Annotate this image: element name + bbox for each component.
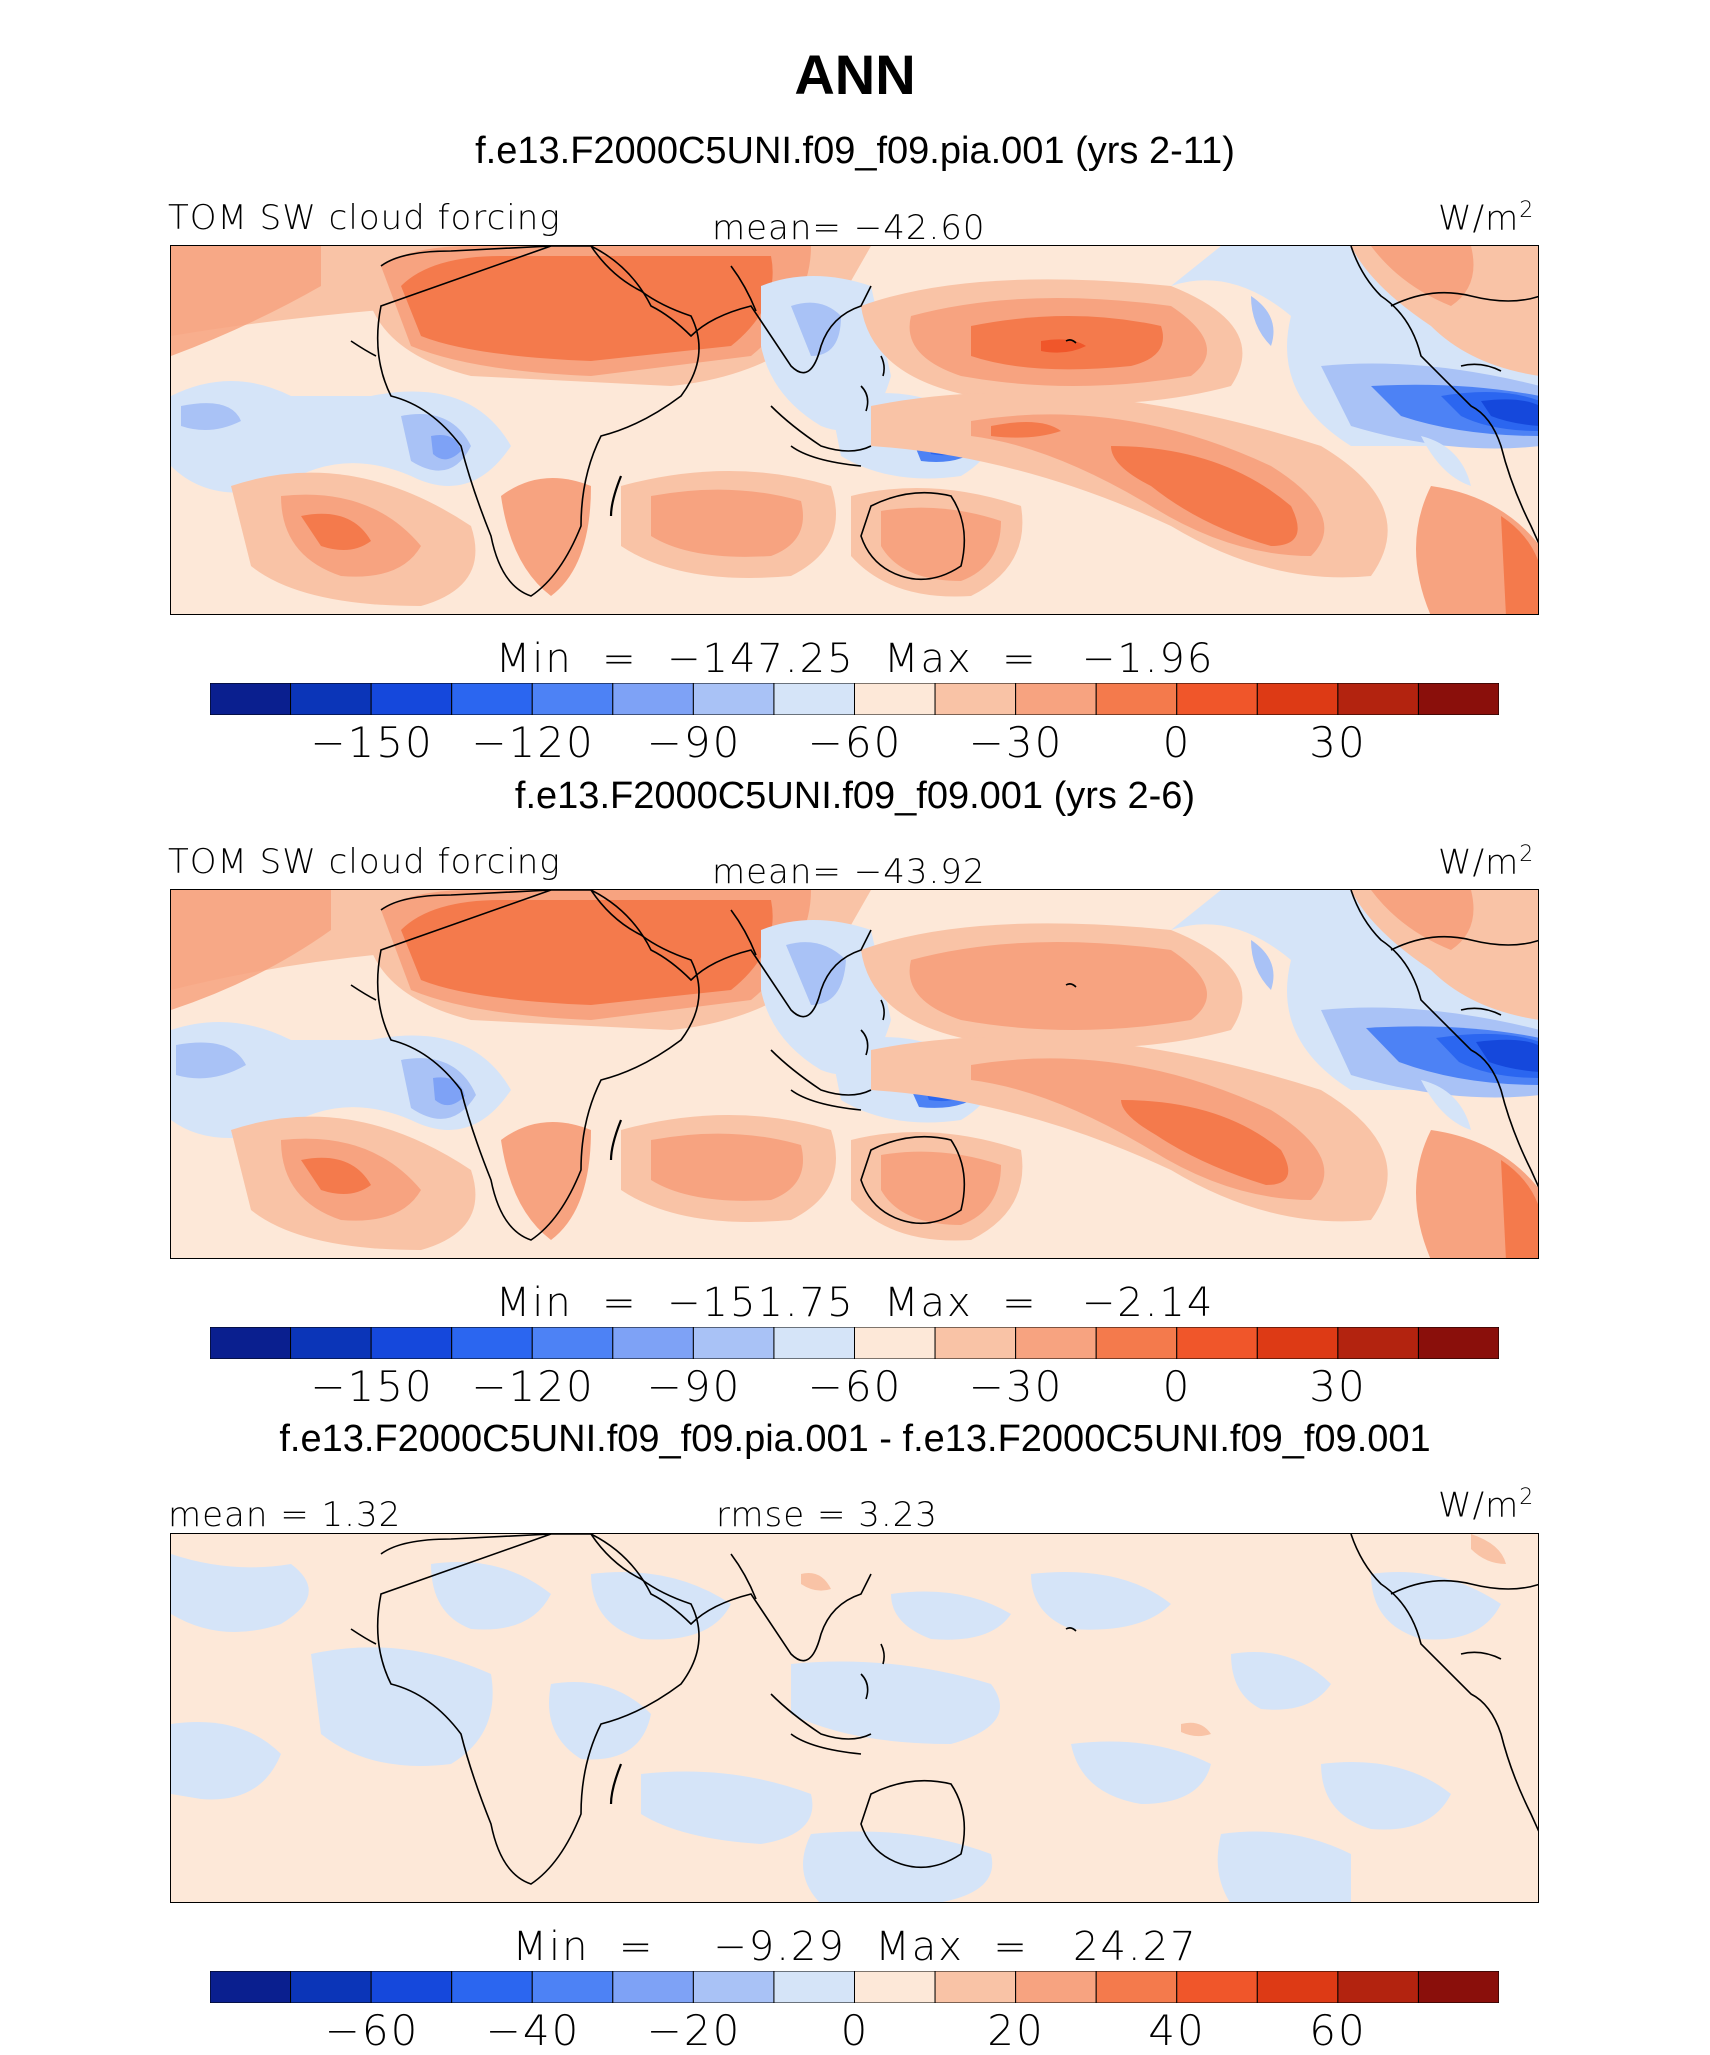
panel1-tick: 30 (1309, 718, 1367, 767)
panel3-units-label: W/m2 (1438, 1485, 1535, 1526)
colorbar-swatch (1337, 1971, 1419, 2003)
panel2-units-label: W/m2 (1438, 842, 1535, 883)
panel3-map (170, 1533, 1539, 1903)
colorbar-swatch (1176, 1327, 1258, 1359)
panel2-tick: −90 (646, 1362, 742, 1411)
colorbar-swatch (612, 1971, 694, 2003)
colorbar-swatch (773, 1971, 855, 2003)
panel3-tick: 20 (987, 2006, 1045, 2055)
panel2-colorbar (210, 1327, 1499, 1359)
colorbar-swatch (854, 1327, 936, 1359)
colorbar-swatch (773, 683, 855, 715)
figure-title: ANN (794, 43, 916, 106)
panel3-subtitle: f.e13.F2000C5UNI.f09_f09.pia.001 - f.e13… (279, 1418, 1431, 1460)
colorbar-swatch (1417, 1971, 1499, 2003)
panel2-variable-label: TOM SW cloud forcing (168, 842, 561, 882)
colorbar-swatch (1015, 683, 1097, 715)
colorbar-swatch (290, 1327, 372, 1359)
colorbar-swatch (451, 1971, 533, 2003)
colorbar-swatch (1095, 1971, 1178, 2003)
colorbar-swatch (290, 1971, 372, 2003)
panel2-tick: −60 (807, 1362, 903, 1411)
colorbar-swatch (210, 683, 292, 715)
panel2-minmax: Min = −151.75 Max = −2.14 (495, 1280, 1215, 1326)
panel3-colorbar (210, 1971, 1499, 2003)
panel3-tick: −40 (485, 2006, 581, 2055)
colorbar-swatch (451, 1327, 533, 1359)
colorbar-swatch (531, 1327, 614, 1359)
panel1-mean-label: mean= −42.60 (712, 208, 986, 248)
panel1-tick: −120 (471, 718, 595, 767)
panel2-mean-label: mean= −43.92 (712, 852, 986, 892)
panel1-tick: −60 (807, 718, 903, 767)
panel2-map (170, 889, 1539, 1259)
colorbar-swatch (773, 1327, 855, 1359)
panel2-tick: 30 (1309, 1362, 1367, 1411)
colorbar-swatch (531, 1971, 614, 2003)
colorbar-swatch (1176, 683, 1258, 715)
colorbar-swatch (692, 1327, 775, 1359)
panel1-colorbar (210, 683, 1499, 715)
colorbar-swatch (854, 683, 936, 715)
panel2-tick: 0 (1162, 1362, 1192, 1411)
panel1-tick: −90 (646, 718, 742, 767)
colorbar-swatch (1337, 683, 1419, 715)
colorbar-swatch (1015, 1327, 1097, 1359)
panel1-tick: −150 (310, 718, 434, 767)
colorbar-swatch (1095, 1327, 1178, 1359)
colorbar-swatch (1256, 1327, 1339, 1359)
colorbar-swatch (1256, 683, 1339, 715)
colorbar-swatch (692, 1971, 775, 2003)
panel3-tick: −60 (324, 2006, 420, 2055)
colorbar-swatch (370, 1971, 453, 2003)
panel3-tick: 0 (840, 2006, 870, 2055)
colorbar-swatch (290, 683, 372, 715)
colorbar-swatch (451, 683, 533, 715)
panel1-subtitle: f.e13.F2000C5UNI.f09_f09.pia.001 (yrs 2-… (475, 130, 1235, 172)
colorbar-swatch (370, 683, 453, 715)
colorbar-swatch (854, 1971, 936, 2003)
panel1-minmax: Min = −147.25 Max = −1.96 (495, 636, 1215, 682)
panel3-tick: −20 (646, 2006, 742, 2055)
panel3-tick: 40 (1148, 2006, 1206, 2055)
panel1-tick: 0 (1162, 718, 1192, 767)
panel2-subtitle: f.e13.F2000C5UNI.f09_f09.001 (yrs 2-6) (514, 775, 1196, 817)
colorbar-swatch (210, 1327, 292, 1359)
panel2-tick: −30 (968, 1362, 1064, 1411)
panel3-minmax: Min = −9.29 Max = 24.27 (512, 1924, 1198, 1970)
panel3-rmse-label: rmse = 3.23 (716, 1495, 938, 1535)
colorbar-swatch (1337, 1327, 1419, 1359)
panel2-tick: −150 (310, 1362, 434, 1411)
colorbar-swatch (612, 683, 694, 715)
colorbar-swatch (210, 1971, 292, 2003)
colorbar-swatch (934, 683, 1017, 715)
colorbar-swatch (370, 1327, 453, 1359)
colorbar-swatch (1256, 1971, 1339, 2003)
panel1-variable-label: TOM SW cloud forcing (168, 198, 561, 238)
colorbar-swatch (1417, 683, 1499, 715)
colorbar-swatch (692, 683, 775, 715)
colorbar-swatch (934, 1971, 1017, 2003)
colorbar-swatch (1095, 683, 1178, 715)
panel1-units-label: W/m2 (1438, 198, 1535, 239)
colorbar-swatch (1417, 1327, 1499, 1359)
colorbar-swatch (934, 1327, 1017, 1359)
panel3-tick: 60 (1309, 2006, 1367, 2055)
panel1-map (170, 245, 1539, 615)
colorbar-swatch (1015, 1971, 1097, 2003)
colorbar-swatch (612, 1327, 694, 1359)
panel2-tick: −120 (471, 1362, 595, 1411)
colorbar-swatch (531, 683, 614, 715)
panel1-tick: −30 (968, 718, 1064, 767)
panel3-mean-label: mean = 1.32 (168, 1495, 402, 1535)
colorbar-swatch (1176, 1971, 1258, 2003)
